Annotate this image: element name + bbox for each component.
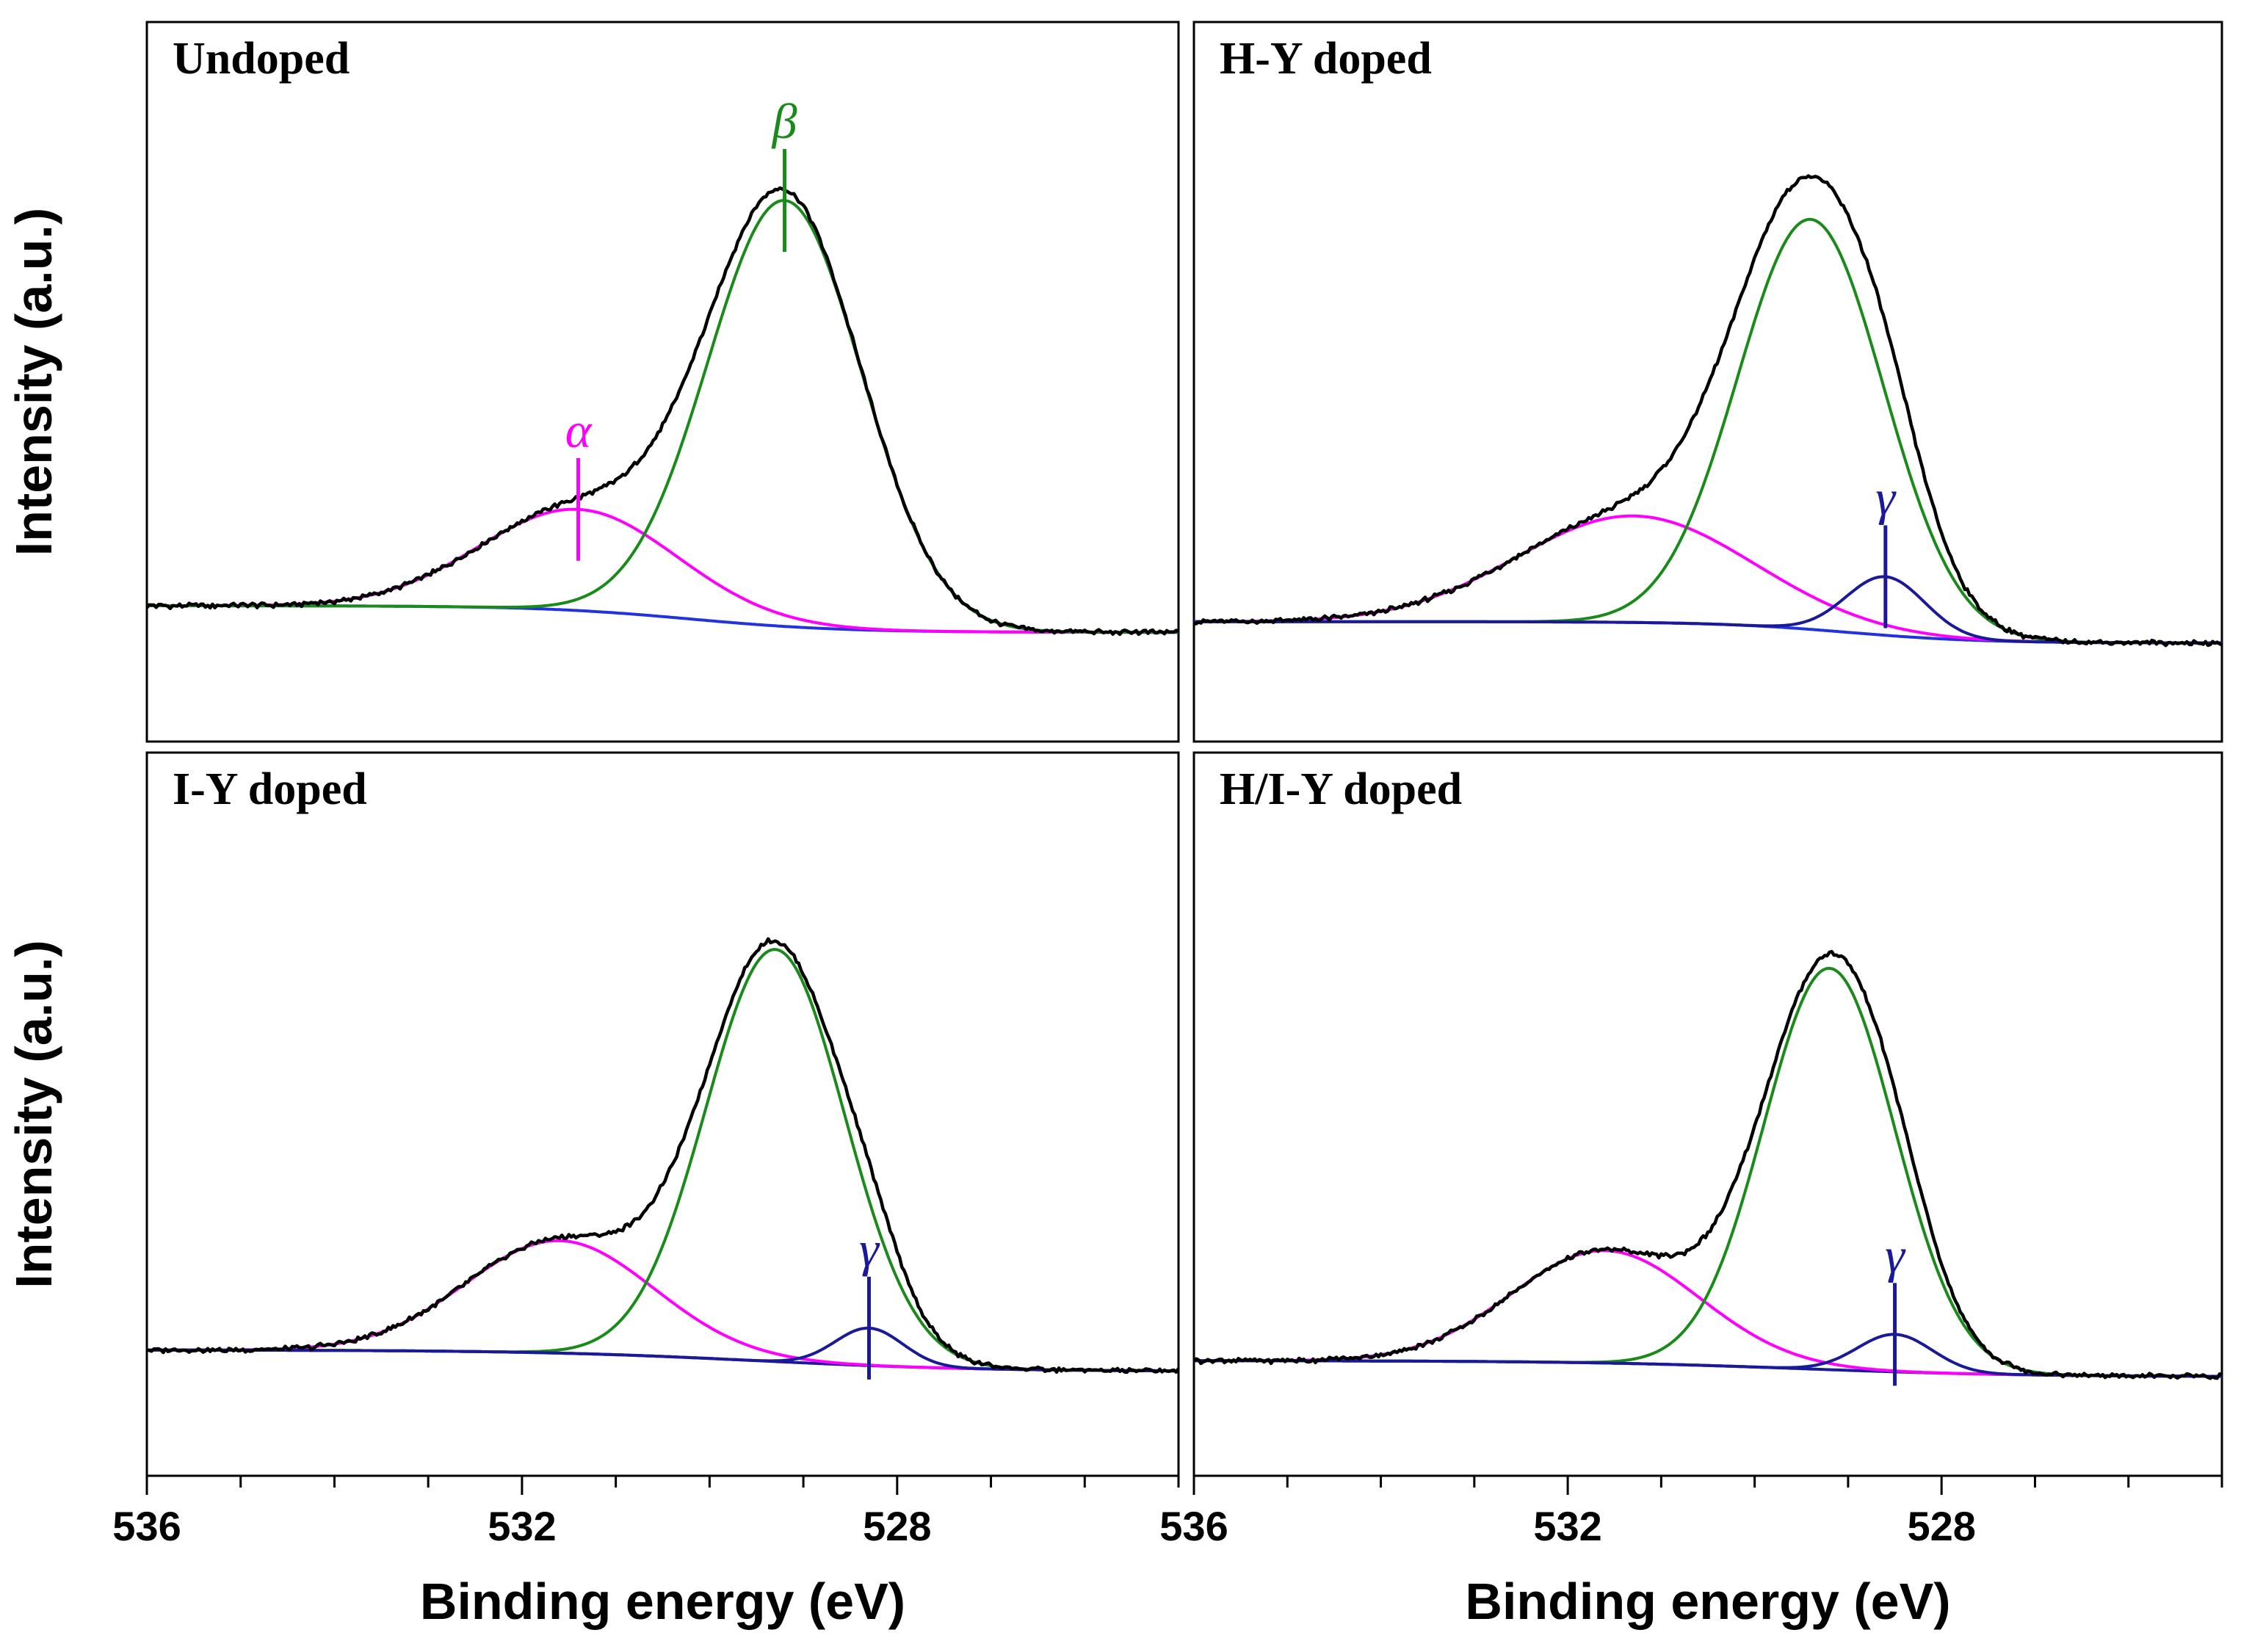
peak-label-0: γ <box>859 1221 880 1277</box>
series-measured-line <box>1194 174 2222 648</box>
panels-group: α β Undoped Intensity (a.u.) γ H-Y doped γ I-Y … <box>5 21 2223 1630</box>
panel-top-left: α β Undoped Intensity (a.u.) <box>5 21 1180 743</box>
panel-frame <box>1192 21 2223 743</box>
x-tick-label: 532 <box>1533 1503 1601 1549</box>
panel-bottom-right: γ H/I-Y doped 536 532 528 Binding energy (eV) <box>1159 751 2223 1630</box>
y-axis-label: Intensity (a.u.) <box>5 208 62 556</box>
panel-curves <box>1194 174 2222 648</box>
x-tick-label: 536 <box>1159 1503 1228 1549</box>
x-tick-label: 532 <box>488 1503 556 1549</box>
x-tick-label: 528 <box>863 1503 931 1549</box>
x-tick-label: 528 <box>1907 1503 1975 1549</box>
panel-bottom-left: γ I-Y doped 536 532 528 Binding energy (eV) In… <box>5 751 1180 1630</box>
panel-curves <box>147 937 1179 1374</box>
panel-title: H/I-Y doped <box>1220 764 1462 814</box>
series-measured-line <box>1194 949 2222 1380</box>
panel-frame <box>1192 751 2223 1477</box>
peak-label-1: β <box>771 93 797 149</box>
x-axis-label: Binding energy (eV) <box>420 1573 905 1630</box>
y-axis-label: Intensity (a.u.) <box>5 940 62 1288</box>
panel-curves <box>1194 949 2222 1380</box>
panel-curves <box>147 186 1179 637</box>
x-tick-label: 536 <box>112 1503 181 1549</box>
series-measured-line <box>147 937 1179 1374</box>
peak-label-0: γ <box>1875 469 1897 525</box>
series-gamma-line <box>1194 575 2222 645</box>
panel-top-right: γ H-Y doped <box>1192 21 2223 743</box>
panel-frame <box>145 751 1180 1477</box>
peak-label-0: γ <box>1885 1227 1906 1283</box>
panel-frame <box>145 21 1180 743</box>
peak-label-0: α <box>565 402 593 458</box>
series-gamma-line <box>147 1326 1179 1373</box>
series-measured-line <box>147 186 1179 637</box>
panel-title: H-Y doped <box>1220 34 1432 84</box>
panel-title: I-Y doped <box>173 764 367 814</box>
panel-title: Undoped <box>173 34 350 84</box>
x-axis-label: Binding energy (eV) <box>1465 1573 1950 1630</box>
